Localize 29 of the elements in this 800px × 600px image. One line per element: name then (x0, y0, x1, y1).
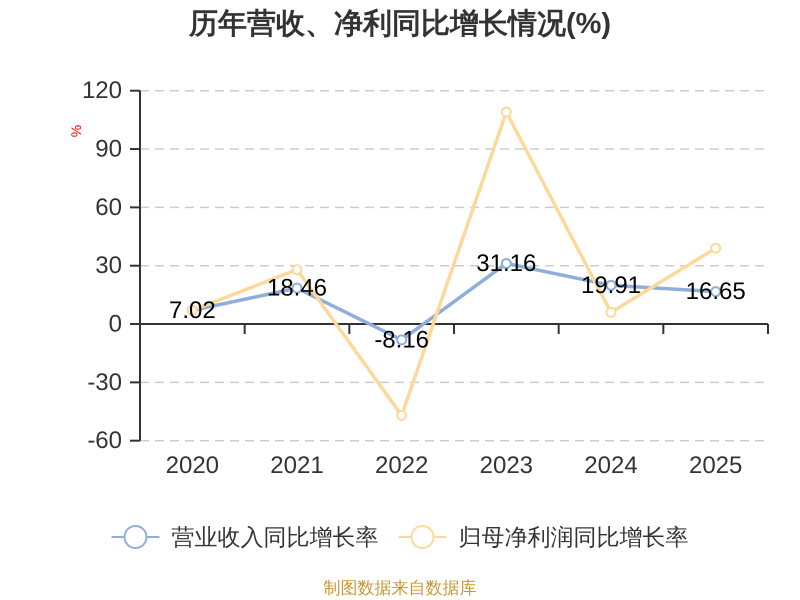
x-tick-label: 2020 (166, 452, 220, 480)
y-tick-label: -60 (87, 427, 122, 454)
y-tick-label: 30 (95, 252, 122, 280)
point (500, 106, 512, 118)
x-tick-label: 2023 (480, 452, 534, 480)
data-label: -8.16 (374, 326, 430, 354)
point (606, 306, 616, 318)
legend-label: 营业收入同比增长率 (172, 524, 378, 550)
point (710, 242, 722, 254)
point (396, 410, 408, 421)
y-tick-label: -30 (87, 368, 122, 396)
x-tick-label: 2021 (270, 452, 324, 480)
y-tick-label: 0 (108, 310, 122, 338)
y-tick-label: 60 (95, 194, 122, 221)
y-tick-label: 120 (82, 77, 122, 104)
x-tick-label: 2022 (374, 452, 428, 480)
point (292, 264, 302, 276)
data-label: 31.16 (476, 250, 536, 277)
data-label: 7.02 (168, 296, 216, 324)
legend-label: 归母净利润同比增长率 (458, 524, 688, 550)
data-label: 16.65 (686, 278, 746, 306)
data-label: 19.91 (580, 272, 642, 299)
x-tick-label: 2025 (688, 452, 742, 480)
data-label: 18.46 (266, 274, 328, 302)
y-tick-label: 90 (95, 136, 122, 163)
text: 制图数据来自数据库 (324, 578, 476, 598)
chart-title: 历年营收、净利同比增长情况(%) (188, 8, 612, 40)
x-tick-label: 2024 (584, 452, 638, 480)
y-axis-title: % (68, 124, 84, 138)
